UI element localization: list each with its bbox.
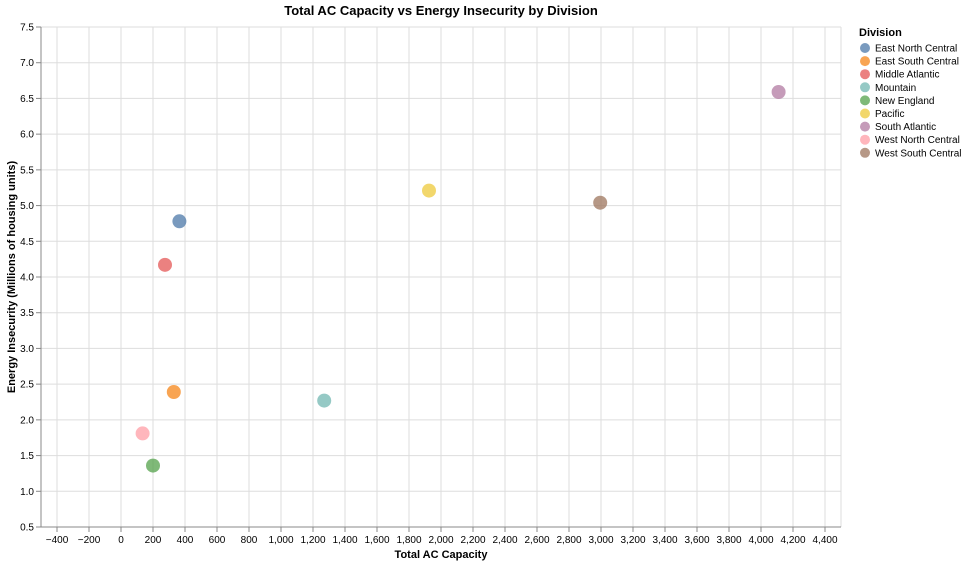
grid	[40, 26, 842, 528]
x-tick-label: 2,800	[556, 535, 581, 546]
x-tick-label: −400	[46, 535, 69, 546]
y-tick-label: 6.5	[20, 94, 34, 105]
y-tick-label: 5.0	[20, 201, 34, 212]
legend-symbol	[860, 82, 870, 93]
x-tick-label: 1,400	[332, 535, 357, 546]
data-point	[172, 214, 187, 229]
x-tick-label: 600	[209, 535, 226, 546]
legend-symbol	[860, 69, 870, 80]
x-tick-label: 4,200	[780, 535, 805, 546]
legend-label: West South Central	[875, 148, 962, 159]
legend-label: East North Central	[875, 44, 957, 55]
data-point	[422, 183, 436, 198]
x-tick-label: 0	[118, 535, 124, 546]
y-tick-label: 1.5	[20, 451, 34, 462]
x-tick-label: 4,000	[748, 535, 773, 546]
x-tick-label: 2,200	[460, 535, 485, 546]
y-tick-label: 7.0	[20, 58, 34, 69]
data-point	[146, 458, 160, 473]
x-tick-label: 2,400	[492, 535, 517, 546]
legend-symbol	[860, 147, 870, 158]
y-tick-label: 7.5	[20, 23, 34, 34]
x-tick-label: 1,000	[268, 535, 293, 546]
x-tick-label: 3,000	[588, 535, 613, 546]
y-tick-label: 3.0	[20, 344, 34, 355]
x-tick-label: 2,000	[428, 535, 453, 546]
y-tick-label: 2.0	[20, 415, 34, 426]
x-tick-label: 800	[241, 535, 258, 546]
y-tick-label: 6.0	[20, 130, 34, 141]
x-axis-title: Total AC Capacity	[395, 549, 489, 561]
legend: Division East North Central East South Ce…	[859, 27, 962, 159]
legend-symbol	[860, 121, 870, 132]
legend-symbol	[860, 134, 870, 145]
x-tick-label: 3,800	[716, 535, 741, 546]
y-tick-label: 1.0	[20, 487, 34, 498]
data-points	[135, 85, 786, 473]
x-tick-label: −200	[78, 535, 101, 546]
data-point	[593, 195, 608, 210]
legend-label: South Atlantic	[875, 122, 936, 133]
legend-label: New England	[875, 96, 934, 107]
y-axis-title: Energy Insecurity (Millions of housing u…	[6, 161, 18, 394]
x-tick-label: 1,600	[364, 535, 389, 546]
y-tick-label: 3.5	[20, 308, 34, 319]
x-tick-label: 1,200	[300, 535, 325, 546]
legend-symbol	[860, 56, 870, 67]
x-tick-label: 3,600	[684, 535, 709, 546]
legend-label: East South Central	[875, 57, 959, 68]
x-tick-label: 4,400	[812, 535, 837, 546]
legend-symbol	[860, 43, 870, 53]
x-tick-label: 400	[177, 535, 194, 546]
y-tick-label: 0.5	[20, 523, 34, 534]
chart-title: Total AC Capacity vs Energy Insecurity b…	[284, 3, 598, 18]
y-tick-label: 2.5	[20, 380, 34, 391]
data-point	[135, 426, 150, 441]
legend-label: Pacific	[875, 109, 904, 120]
x-tick-label: 3,400	[652, 535, 677, 546]
legend-label: Middle Atlantic	[875, 70, 939, 81]
data-point	[166, 385, 181, 399]
legend-symbol	[860, 108, 870, 119]
legend-symbol	[860, 95, 870, 106]
y-tick-label: 4.5	[20, 237, 34, 248]
y-tick-label: 5.5	[20, 165, 34, 176]
legend-label: Mountain	[875, 83, 916, 94]
data-point	[771, 85, 786, 99]
data-point	[158, 257, 172, 272]
y-tick-label: 4.0	[20, 273, 34, 284]
legend-title: Division	[859, 27, 902, 39]
legend-label: West North Central	[875, 135, 960, 146]
axes: −400 −200 0 200 400 600 800 1,000 1,200 1,400 1,60…	[20, 23, 841, 546]
x-tick-label: 3,200	[620, 535, 645, 546]
x-tick-label: 2,600	[524, 535, 549, 546]
data-point	[317, 393, 332, 408]
x-tick-label: 1,800	[396, 535, 421, 546]
x-tick-label: 200	[145, 535, 162, 546]
